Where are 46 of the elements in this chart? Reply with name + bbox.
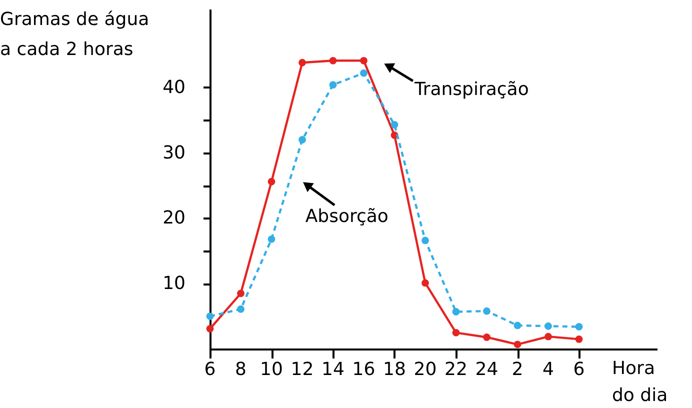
point bbox=[360, 69, 368, 77]
point bbox=[575, 323, 583, 330]
point bbox=[329, 81, 337, 89]
series-label: Transpiração bbox=[413, 79, 529, 100]
x-axis-title: Hora do dia bbox=[612, 358, 668, 406]
point bbox=[575, 335, 583, 343]
point bbox=[544, 322, 552, 330]
point bbox=[514, 340, 522, 348]
point bbox=[298, 58, 306, 66]
x-tick-label: 4 bbox=[542, 359, 554, 380]
y-tick-label: 30 bbox=[162, 142, 186, 164]
point bbox=[298, 136, 306, 144]
x-tick-label: 12 bbox=[290, 359, 314, 380]
series-label: Absorção bbox=[305, 206, 388, 227]
x-tick-label: 24 bbox=[475, 359, 498, 380]
y-axis-title: Gramas de água a cada 2 horas bbox=[0, 9, 150, 60]
x-tick-label: 22 bbox=[444, 359, 468, 380]
x-tick-label: 2 bbox=[512, 359, 524, 380]
x-tick-label: 14 bbox=[322, 359, 344, 380]
x-tick-label: 20 bbox=[414, 359, 437, 380]
point bbox=[206, 325, 214, 332]
x-tick-label: 10 bbox=[260, 359, 283, 380]
point bbox=[268, 178, 276, 186]
point bbox=[422, 279, 429, 287]
point bbox=[360, 56, 368, 64]
point bbox=[544, 332, 552, 340]
point bbox=[483, 334, 490, 341]
point bbox=[390, 121, 398, 128]
y-tick-label: 10 bbox=[162, 273, 186, 294]
point bbox=[206, 312, 214, 320]
point bbox=[237, 305, 244, 313]
point bbox=[237, 290, 244, 298]
point bbox=[514, 322, 522, 330]
x-tick-label: 6 bbox=[573, 359, 585, 380]
x-tick-label: 16 bbox=[352, 359, 376, 380]
x-tick-label: 6 bbox=[204, 359, 216, 380]
point bbox=[422, 236, 429, 244]
point bbox=[329, 56, 337, 64]
y-tick-label: 20 bbox=[162, 208, 186, 229]
x-tick-label: 8 bbox=[235, 359, 246, 380]
point bbox=[483, 307, 490, 315]
y-tick-label: 40 bbox=[162, 76, 186, 98]
point bbox=[452, 328, 460, 336]
x-tick-label: 18 bbox=[383, 359, 406, 380]
point bbox=[268, 235, 276, 243]
point bbox=[452, 308, 460, 316]
